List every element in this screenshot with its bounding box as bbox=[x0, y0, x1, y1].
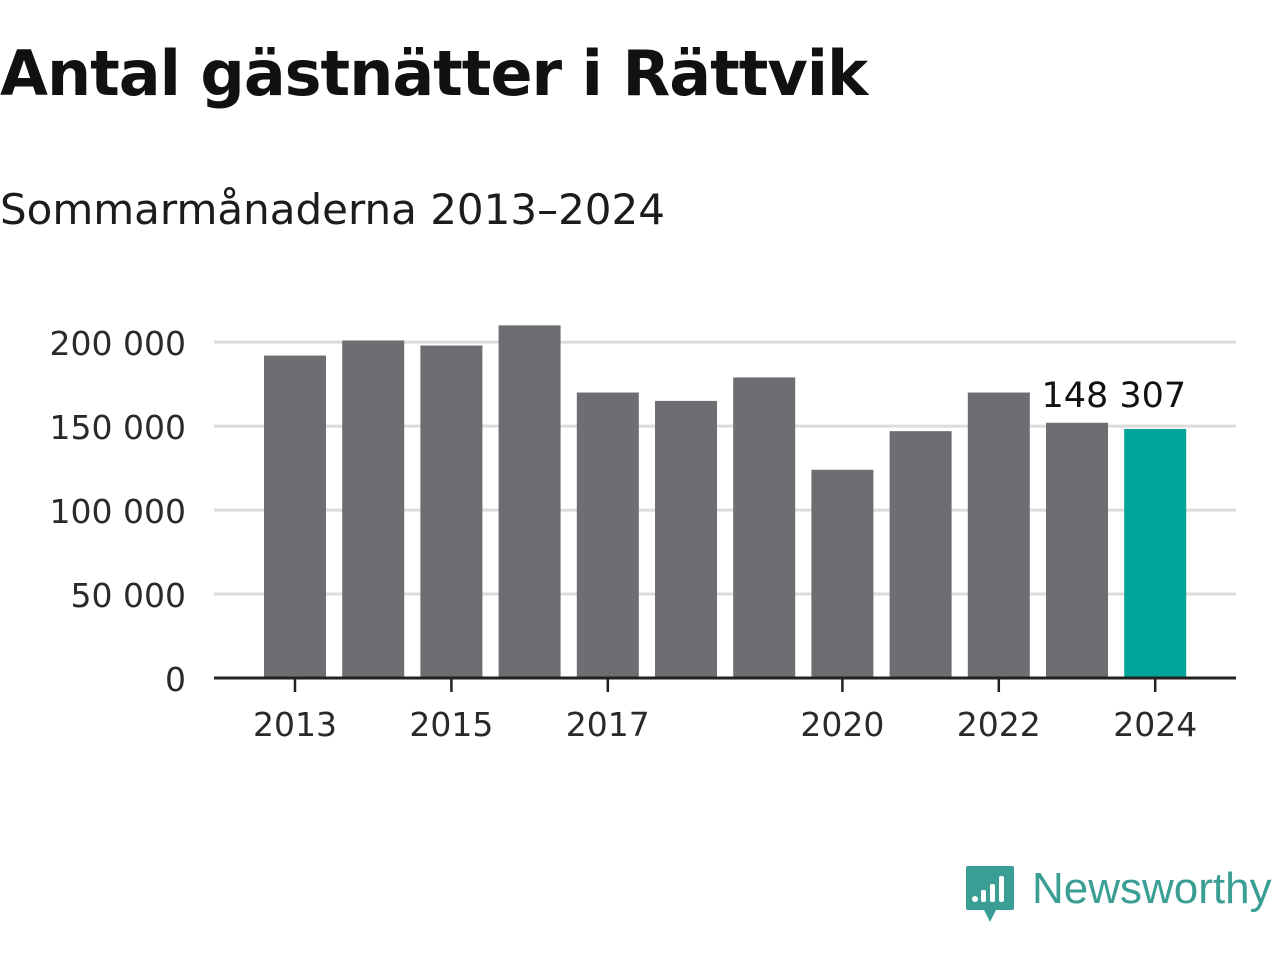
x-tick-label: 2024 bbox=[1113, 705, 1197, 744]
bar-2017 bbox=[576, 392, 639, 678]
bar-2024 bbox=[1124, 428, 1187, 678]
x-axis-ticks: 2013 2015 2017 2020 2022 2024 bbox=[253, 678, 1197, 744]
bar-2015 bbox=[420, 345, 483, 678]
bar-2016 bbox=[498, 325, 561, 678]
y-tick-label: 100 000 bbox=[50, 492, 186, 531]
x-tick-label: 2017 bbox=[566, 705, 650, 744]
x-tick-label: 2022 bbox=[957, 705, 1041, 744]
newsworthy-logo: Newsworthy bbox=[964, 864, 1280, 928]
brand-name: Newsworthy bbox=[1032, 864, 1272, 913]
bar-2013 bbox=[264, 355, 326, 678]
y-tick-label: 50 000 bbox=[71, 576, 186, 615]
bar-2023 bbox=[1046, 422, 1108, 678]
x-tick-label: 2015 bbox=[409, 705, 493, 744]
bar-2018 bbox=[655, 400, 717, 678]
chart-title: Antal gästnätter i Rättvik bbox=[0, 37, 868, 110]
y-tick-label: 200 000 bbox=[50, 324, 186, 363]
y-axis-ticks: 0 50 000 100 000 150 000 200 000 bbox=[50, 324, 186, 699]
data-label-2024: 148 307 bbox=[1041, 376, 1186, 416]
newsworthy-logo-icon bbox=[966, 866, 1014, 922]
bar-2019 bbox=[733, 377, 796, 678]
x-tick-label: 2020 bbox=[800, 705, 884, 744]
y-tick-label: 150 000 bbox=[50, 408, 186, 447]
data-labels: 148 307 bbox=[1041, 376, 1186, 416]
y-tick-label: 0 bbox=[165, 660, 186, 699]
bar-2014 bbox=[342, 340, 405, 678]
bar-2022 bbox=[967, 392, 1030, 678]
bars bbox=[264, 325, 1187, 678]
bar-2021 bbox=[889, 431, 952, 678]
x-tick-label: 2013 bbox=[253, 705, 337, 744]
chart-subtitle: Sommarmånaderna 2013–2024 bbox=[0, 185, 665, 234]
bar-2020 bbox=[811, 469, 874, 678]
